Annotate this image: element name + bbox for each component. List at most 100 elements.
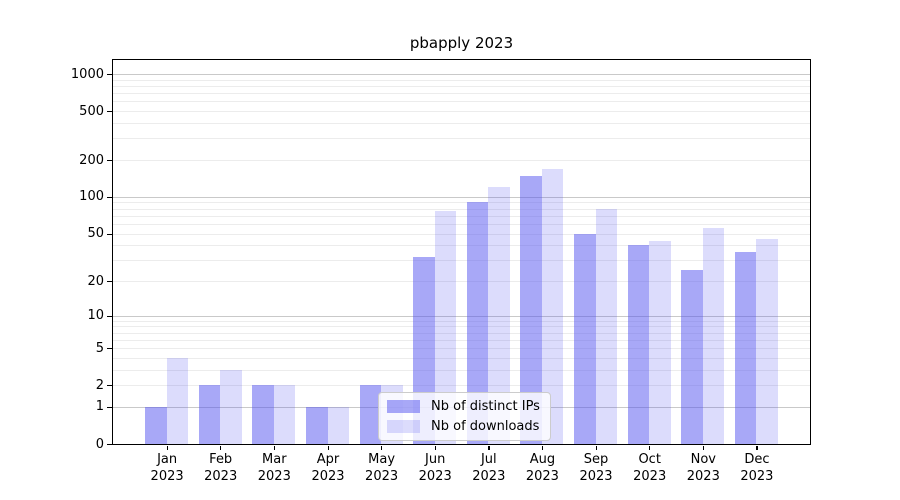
y-tick-label-500: 500 xyxy=(79,103,104,119)
bar-nb-of-distinct-ips-jan xyxy=(145,406,167,444)
x-tick-label-jun: Jun 2023 xyxy=(418,452,452,484)
x-tick-mark-apr xyxy=(327,446,329,450)
y-tick-mark-2 xyxy=(107,385,112,387)
gridline-major-10 xyxy=(113,315,810,317)
bar-nb-of-downloads-mar xyxy=(273,385,296,444)
y-tick-label-10: 10 xyxy=(87,308,104,324)
x-tick-label-apr: Apr 2023 xyxy=(311,452,345,484)
gridline-minor-80 xyxy=(113,208,810,210)
gridline-major-1000 xyxy=(113,74,810,75)
x-tick-label-sep: Sep 2023 xyxy=(579,452,613,484)
y-tick-label-100: 100 xyxy=(79,189,104,205)
legend-item-distinct-ips: Nb of distinct IPs xyxy=(387,399,540,414)
x-tick-label-oct: Oct 2023 xyxy=(633,452,667,484)
x-tick-mark-oct xyxy=(649,446,651,450)
x-tick-label-feb: Feb 2023 xyxy=(204,452,238,484)
gridline-minor-5 xyxy=(113,348,810,350)
gridline-minor-600 xyxy=(113,101,810,103)
bar-nb-of-distinct-ips-sep xyxy=(574,233,596,444)
gridline-minor-900 xyxy=(113,79,810,81)
x-tick-mark-dec xyxy=(756,446,758,450)
x-tick-label-jul: Jul 2023 xyxy=(472,452,506,484)
y-tick-mark-10 xyxy=(107,315,112,317)
legend: Nb of distinct IPs Nb of downloads xyxy=(378,392,551,441)
x-tick-mark-jan xyxy=(166,446,168,450)
y-tick-label-20: 20 xyxy=(87,273,104,289)
gridline-minor-800 xyxy=(113,86,810,87)
x-tick-label-dec: Dec 2023 xyxy=(740,452,774,484)
gridline-minor-400 xyxy=(113,123,810,124)
gridline-minor-200 xyxy=(113,160,810,161)
bar-nb-of-downloads-aug xyxy=(541,168,564,444)
plot-area: Nb of distinct IPs Nb of downloads xyxy=(112,59,811,445)
y-tick-mark-0 xyxy=(107,444,112,446)
bar-nb-of-downloads-jul xyxy=(488,187,510,444)
gridline-major-100 xyxy=(113,196,810,198)
gridline-minor-6 xyxy=(113,339,810,341)
y-tick-label-1000: 1000 xyxy=(70,66,104,82)
y-tick-mark-500 xyxy=(107,111,112,113)
legend-swatch-downloads xyxy=(387,420,420,433)
bar-nb-of-downloads-dec xyxy=(756,239,778,444)
y-tick-label-2: 2 xyxy=(95,377,104,393)
gridline-minor-50 xyxy=(113,233,810,235)
x-tick-mark-may xyxy=(381,446,383,450)
y-tick-mark-20 xyxy=(107,281,112,283)
gridline-minor-3 xyxy=(113,369,810,371)
gridline-minor-7 xyxy=(113,332,810,334)
gridline-minor-40 xyxy=(113,245,810,247)
gridline-minor-8 xyxy=(113,326,810,328)
legend-item-downloads: Nb of downloads xyxy=(387,419,540,434)
gridline-minor-60 xyxy=(113,223,810,225)
y-tick-label-1: 1 xyxy=(95,399,104,415)
legend-label-downloads: Nb of downloads xyxy=(431,419,540,434)
bar-nb-of-distinct-ips-oct xyxy=(627,245,650,444)
gridline-minor-90 xyxy=(113,202,810,204)
bar-nb-of-downloads-sep xyxy=(595,209,617,444)
x-tick-mark-sep xyxy=(595,446,597,450)
y-tick-mark-1000 xyxy=(107,74,112,76)
legend-label-distinct-ips: Nb of distinct IPs xyxy=(431,399,540,414)
bar-nb-of-downloads-oct xyxy=(649,241,671,444)
chart-title: pbapply 2023 xyxy=(409,34,514,52)
x-tick-mark-mar xyxy=(273,446,276,450)
bar-nb-of-downloads-jun xyxy=(434,211,457,444)
bar-nb-of-distinct-ips-jul xyxy=(466,202,489,444)
x-tick-mark-feb xyxy=(220,446,222,450)
gridline-minor-500 xyxy=(113,111,810,113)
bar-nb-of-distinct-ips-aug xyxy=(520,176,542,444)
x-tick-label-may: May 2023 xyxy=(365,452,399,484)
x-tick-label-nov: Nov 2023 xyxy=(686,452,720,484)
y-tick-mark-1 xyxy=(107,406,112,409)
bar-nb-of-distinct-ips-dec xyxy=(734,252,757,444)
y-tick-mark-50 xyxy=(107,233,112,235)
y-tick-label-50: 50 xyxy=(87,226,104,241)
x-tick-label-jan: Jan 2023 xyxy=(150,452,184,484)
x-tick-mark-jun xyxy=(434,446,436,450)
bar-nb-of-downloads-nov xyxy=(702,228,725,444)
x-tick-label-mar: Mar 2023 xyxy=(257,452,291,484)
bar-nb-of-downloads-feb xyxy=(220,369,242,444)
y-tick-label-0: 0 xyxy=(95,436,104,452)
bar-nb-of-distinct-ips-apr xyxy=(306,406,328,444)
y-tick-mark-100 xyxy=(107,196,112,199)
bar-nb-of-distinct-ips-feb xyxy=(198,385,221,444)
y-tick-label-200: 200 xyxy=(79,152,104,168)
bar-nb-of-downloads-apr xyxy=(327,406,349,444)
gridline-minor-70 xyxy=(113,215,810,217)
x-tick-mark-jul xyxy=(488,446,490,450)
y-tick-mark-5 xyxy=(107,348,112,350)
bar-nb-of-distinct-ips-mar xyxy=(252,385,274,444)
gridline-minor-9 xyxy=(113,320,810,322)
legend-swatch-distinct-ips xyxy=(387,400,420,413)
bar-nb-of-downloads-jan xyxy=(166,357,189,444)
gridline-minor-2 xyxy=(113,385,810,387)
y-tick-mark-200 xyxy=(107,160,112,162)
gridline-minor-20 xyxy=(113,281,810,282)
gridline-minor-700 xyxy=(113,93,810,95)
gridline-minor-4 xyxy=(113,357,810,359)
x-tick-label-aug: Aug 2023 xyxy=(525,452,559,484)
bar-nb-of-distinct-ips-nov xyxy=(681,269,703,444)
y-tick-label-5: 5 xyxy=(95,340,104,356)
bar-nb-of-distinct-ips-may xyxy=(359,385,382,444)
